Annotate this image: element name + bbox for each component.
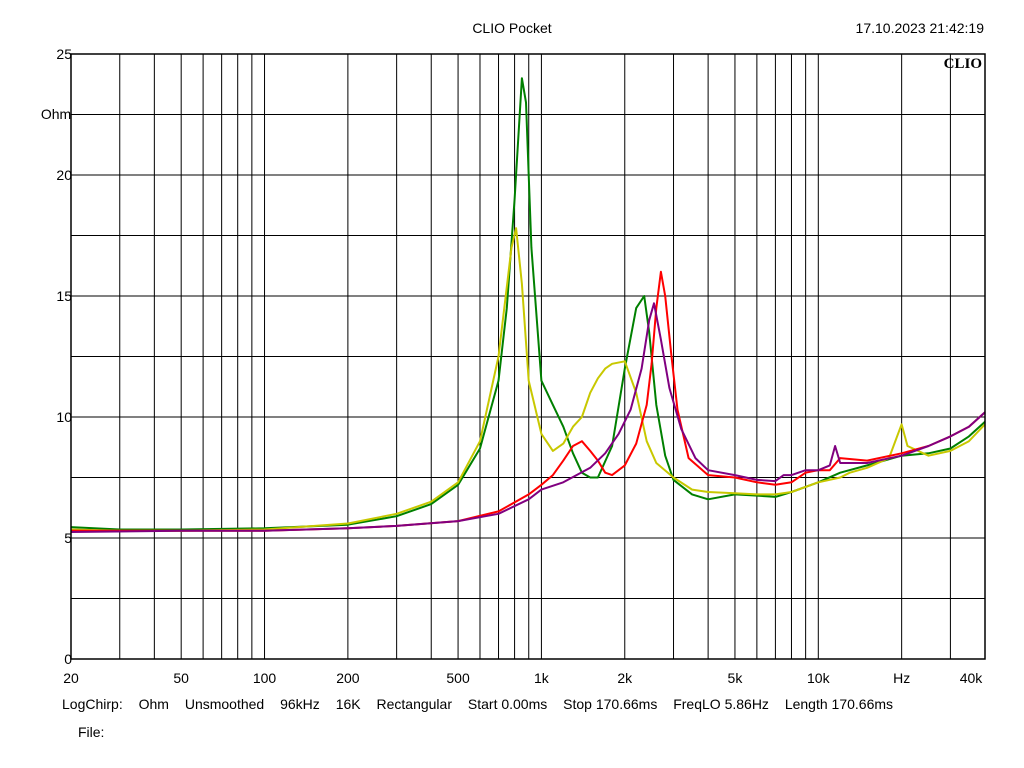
x-tick-label: 20 xyxy=(63,670,79,686)
y-axis-label: Ohm xyxy=(41,106,71,122)
x-tick-label: 40k xyxy=(960,670,984,686)
x-tick-label: Hz xyxy=(893,670,910,686)
tick-labels: 20 50 100 200 500 1k 2k 5k 10k Hz 40k 0 5 10 15 20 25 xyxy=(56,46,983,686)
x-tick-label: 10k xyxy=(807,670,831,686)
plot-frame xyxy=(70,53,986,660)
x-tick-label: 50 xyxy=(173,670,189,686)
x-tick-label: 500 xyxy=(446,670,470,686)
clio-logo: CLIO xyxy=(944,56,982,72)
x-tick-label: 200 xyxy=(336,670,360,686)
footer-length: Length 170.66ms xyxy=(784,696,894,712)
x-tick-label: 2k xyxy=(617,670,633,686)
series-line xyxy=(71,270,986,532)
footer-freqlo: FreqLO 5.86Hz xyxy=(673,696,769,712)
footer-smoothing: Unsmoothed xyxy=(184,696,265,712)
y-tick-label: 25 xyxy=(56,46,72,62)
x-tick-label: 1k xyxy=(534,670,550,686)
y-tick-label: 10 xyxy=(56,409,72,425)
y-tick-label: 20 xyxy=(56,167,72,183)
footer-mode: LogChirp: xyxy=(62,696,123,712)
y-tick-label: 0 xyxy=(64,651,72,667)
footer-stop: Stop 170.66ms xyxy=(563,696,658,712)
footer-samplerate: 96kHz xyxy=(280,696,320,712)
series-group xyxy=(70,77,986,533)
y-tick-label: 15 xyxy=(56,288,72,304)
x-tick-label: 5k xyxy=(728,670,744,686)
y-tick-label: 5 xyxy=(64,530,72,546)
timestamp: 17.10.2023 21:42:19 xyxy=(856,20,985,36)
footer-unit: Ohm xyxy=(138,696,169,712)
footer-window: Rectangular xyxy=(376,696,453,712)
footer-start: Start 0.00ms xyxy=(467,696,548,712)
x-tick-label: 100 xyxy=(253,670,277,686)
chart-title: CLIO Pocket xyxy=(472,20,551,36)
footer-size: 16K xyxy=(335,696,361,712)
file-label: File: xyxy=(78,724,105,740)
series-line xyxy=(70,77,986,531)
series-line xyxy=(70,302,986,533)
series-line xyxy=(70,227,986,532)
measurement-settings: LogChirp: Ohm Unsmoothed 96kHz 16K Recta… xyxy=(62,696,905,712)
